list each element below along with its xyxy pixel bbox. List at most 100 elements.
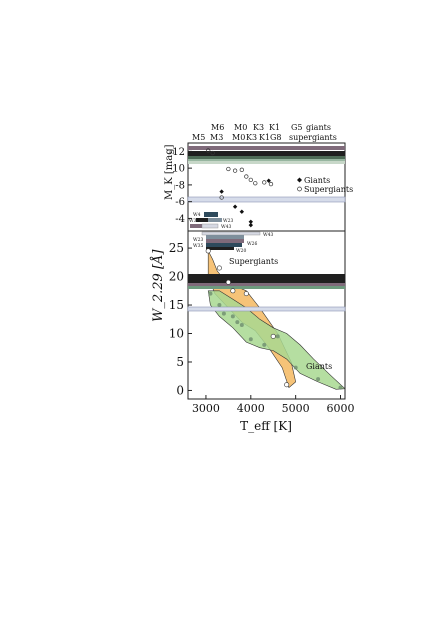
band-blue-bottom xyxy=(187,306,346,312)
bar-w23-bottom xyxy=(206,243,242,247)
bar-w20-bottom xyxy=(206,247,234,250)
bar-w43b xyxy=(201,223,219,229)
g-type-k3: K3 xyxy=(246,133,257,142)
bottom-y-axis-label: W_2.29 [Å] xyxy=(150,249,166,322)
top-y-tick-label: -8 xyxy=(175,180,185,191)
supergiant-point xyxy=(244,174,249,179)
top-y-tick-label: -10 xyxy=(169,164,185,175)
giant-point xyxy=(248,219,253,224)
supergiant-point-w xyxy=(270,333,276,339)
bb-label-w23: W23 xyxy=(193,237,203,243)
legend-supergiants-marker xyxy=(297,186,302,192)
supergiant-point xyxy=(268,181,274,187)
g-type-k1: K1 xyxy=(259,133,270,142)
bottom-x-axis-label: T_eff [K] xyxy=(240,419,292,433)
giant-point xyxy=(232,204,238,209)
bar-label-w23: W23 xyxy=(223,218,233,224)
bb-label-w35: W35 xyxy=(193,243,203,249)
bottom-y-tick-label: 20 xyxy=(169,270,184,284)
bar-w4 xyxy=(204,212,218,217)
sg-type-m0: M0 xyxy=(234,123,247,132)
band-mauve-bottom xyxy=(188,283,345,286)
bottom-y-tick-label: 5 xyxy=(176,355,184,369)
bottom-panel-points xyxy=(205,248,343,390)
bottom-x-tick-label: 6000 xyxy=(327,402,355,415)
bottom-x-tick-label: 3000 xyxy=(192,402,220,415)
top-legend: Giants Supergiants xyxy=(297,176,353,194)
supergiant-point-w xyxy=(225,279,231,285)
label-supergiants: supergiants xyxy=(289,133,337,142)
supergiant-point xyxy=(262,180,267,185)
bar-w35 xyxy=(196,218,208,222)
legend-giants-label: Giants xyxy=(304,176,330,185)
top-y-ticks: -12 -10 -8 -6 -4 xyxy=(169,147,192,225)
band-black-bottom xyxy=(188,274,345,283)
bottom-bands xyxy=(187,274,346,312)
giant-point-w xyxy=(248,337,253,342)
sg-type-g5: G5 xyxy=(291,123,302,132)
bottom-y-tick-label: 25 xyxy=(169,241,184,255)
bar-w35-bottom xyxy=(206,235,244,239)
bottom-y-ticks: 0 5 10 15 20 25 xyxy=(169,241,192,397)
g-type-g8: G8 xyxy=(270,133,281,142)
legend-giants-marker xyxy=(297,177,302,183)
region-label-supergiants: Supergiants xyxy=(229,257,278,266)
band-mauve xyxy=(188,146,345,150)
top-panel-points xyxy=(206,148,274,228)
giant-point xyxy=(266,178,271,183)
supergiant-point-w xyxy=(284,382,290,388)
top-bar-labels: W4 W35 W23 W43 xyxy=(189,212,233,230)
g-type-m0: M0 xyxy=(232,133,245,142)
top-panel-bands xyxy=(187,146,346,203)
top-panel-bars xyxy=(190,212,222,229)
top-y-tick-label: -12 xyxy=(169,147,185,158)
bar-w26-bottom xyxy=(206,239,244,243)
giant-point xyxy=(248,222,253,228)
band-green-dark xyxy=(188,156,345,159)
band-green-light xyxy=(188,159,345,161)
sg-type-k1: K1 xyxy=(269,123,280,132)
spectral-type-labels: M6 M0 K3 K1 G5 giants M5 M3 M0 K3 K1 G8 … xyxy=(192,123,337,142)
bar-label-w4: W4 xyxy=(193,212,201,218)
region-label-giants: Giants xyxy=(306,362,332,371)
bb-label-w20: W20 xyxy=(236,248,246,254)
supergiant-point-w xyxy=(243,291,249,297)
sg-type-k3: K3 xyxy=(253,123,264,132)
bottom-bar-labels: W43 W23 W35 W26 W20 xyxy=(193,232,273,254)
supergiant-point xyxy=(248,177,253,183)
top-y-tick-label: -4 xyxy=(175,214,185,225)
label-giants: giants xyxy=(306,123,331,132)
bottom-panel-frame xyxy=(187,230,346,400)
bar-label-w35: W35 xyxy=(189,218,199,224)
supergiant-point xyxy=(226,166,231,172)
legend-supergiants-label: Supergiants xyxy=(304,185,353,194)
top-y-axis-label: M_K [mag] xyxy=(164,144,175,200)
giant-point xyxy=(219,189,224,194)
supergiant-point xyxy=(232,168,238,173)
band-blue xyxy=(187,196,346,203)
bar-w23a xyxy=(208,218,222,222)
supergiant-point-w xyxy=(205,248,211,254)
giants-region xyxy=(207,290,346,390)
band-green-pale xyxy=(188,161,345,164)
bottom-x-tick-label: 5000 xyxy=(282,402,310,415)
band-black xyxy=(188,151,345,156)
sg-type-m6: M6 xyxy=(211,123,224,132)
supergiant-point xyxy=(239,167,244,172)
bottom-x-ticks: 3000 4000 5000 6000 xyxy=(192,395,355,415)
giant-point-w xyxy=(235,320,240,325)
bar-w43-bottom xyxy=(201,231,261,236)
bottom-y-tick-label: 15 xyxy=(169,298,184,312)
supergiant-point xyxy=(253,181,258,186)
giant-point-w xyxy=(293,365,298,370)
band-green-bottom xyxy=(188,286,345,289)
giant-point-w xyxy=(221,311,226,316)
bar-label-w43: W43 xyxy=(221,224,231,230)
bar-w43 xyxy=(190,224,202,228)
supergiant-point xyxy=(206,148,211,153)
supergiant-point-w xyxy=(230,288,236,294)
supergiant-point xyxy=(210,150,215,156)
giant-point xyxy=(239,209,245,214)
bottom-x-tick-label: 4000 xyxy=(237,402,265,415)
